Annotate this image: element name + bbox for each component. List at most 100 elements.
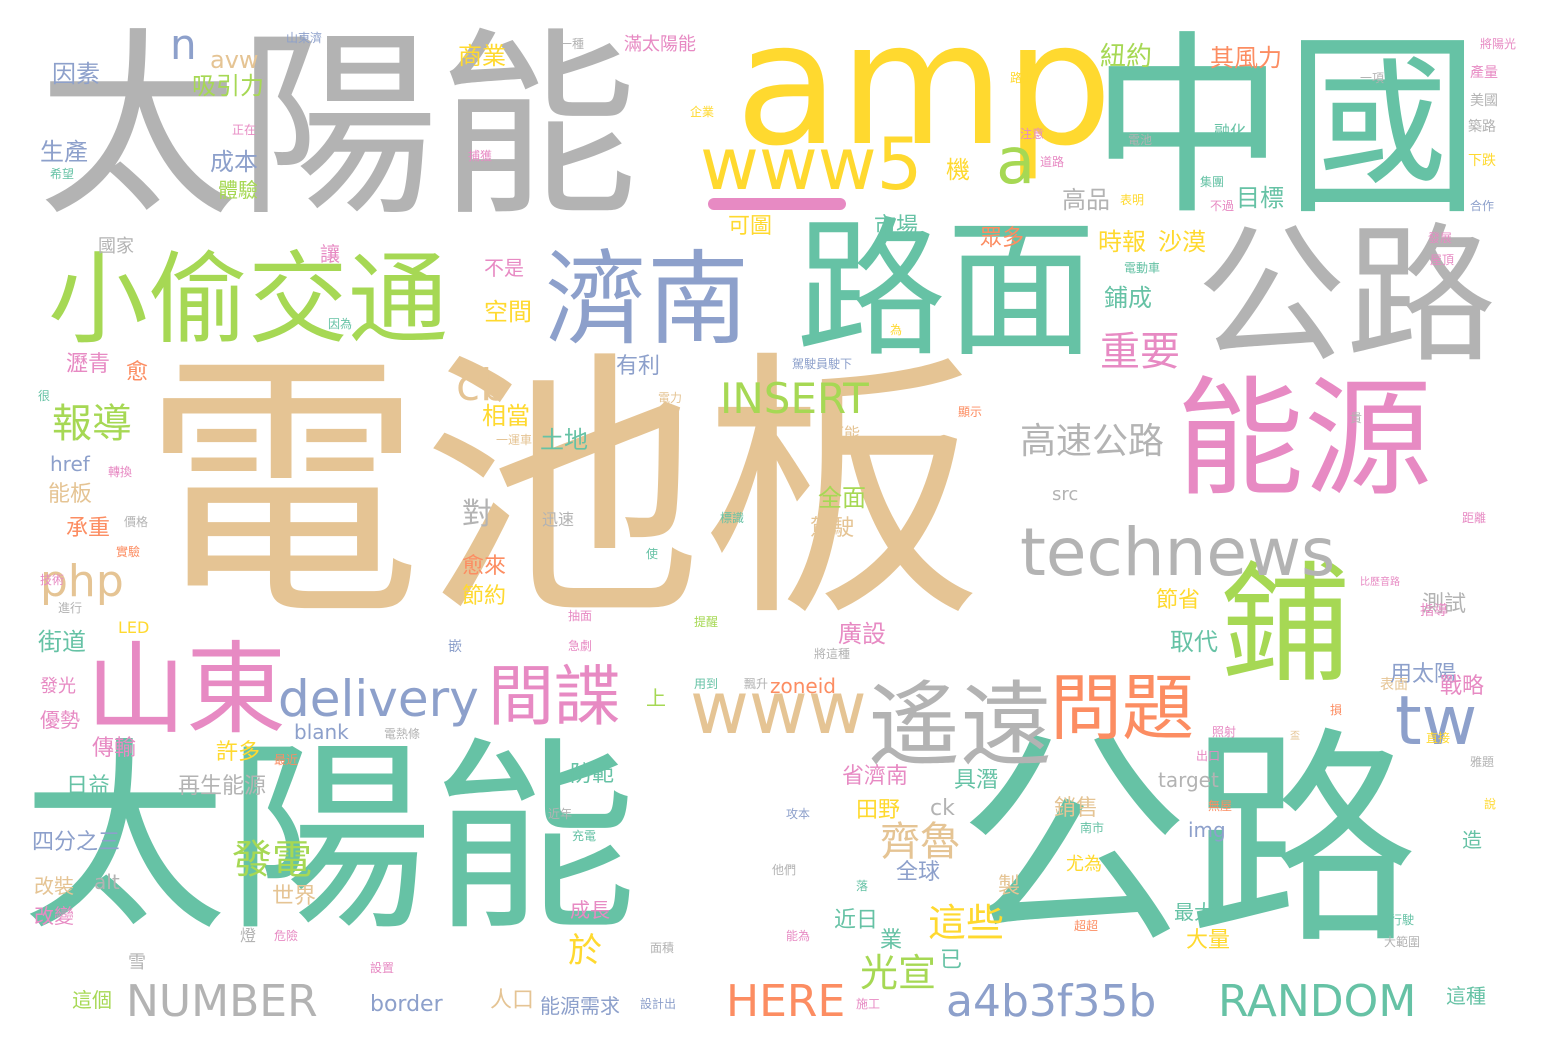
word: 機 (946, 156, 970, 184)
word: ck (930, 796, 955, 821)
word: 嵌 (448, 639, 462, 655)
word: 節省 (1156, 588, 1201, 613)
word: 技術 (40, 573, 65, 587)
word: 能為 (786, 929, 811, 943)
word: 沙漠 (1158, 228, 1206, 256)
word: avw (210, 46, 259, 74)
word: 鋪 (1220, 549, 1351, 701)
word: 體驗 (218, 178, 258, 202)
word: 國家 (98, 236, 134, 257)
word: 電池 (1128, 133, 1153, 147)
word: 正在 (232, 123, 257, 137)
word: 讓 (320, 242, 340, 266)
word: 一運車 (496, 433, 533, 447)
word: 全球 (896, 860, 941, 885)
word: 齊魯 (880, 819, 960, 865)
word: 高速公路 (1020, 421, 1165, 462)
word: 融化 (1214, 122, 1247, 141)
word: 大範圍 (1384, 935, 1421, 949)
word: 因素 (52, 60, 100, 88)
word: 問題 (1050, 666, 1195, 750)
word: 優勢 (40, 708, 80, 732)
word: 危險 (274, 929, 299, 943)
word: 下跌 (1468, 153, 1496, 169)
word: a (996, 125, 1036, 199)
word: 承重 (66, 516, 111, 541)
word: 中國 (1090, 14, 1480, 241)
word: 製 (998, 874, 1021, 899)
word: 人口 (490, 988, 535, 1013)
word: 這種 (1446, 984, 1486, 1008)
word: 有利 (616, 354, 661, 379)
word: 愈來 (462, 554, 507, 579)
word: 近日 (834, 908, 879, 933)
word: 成長 (570, 898, 610, 922)
word: php (40, 556, 124, 607)
word: 測試 (1422, 592, 1467, 617)
word: 實驗 (116, 545, 141, 559)
word: 比歷音路 (1360, 577, 1400, 588)
word: 設計出 (640, 997, 677, 1011)
word: 企業 (690, 105, 715, 119)
word: 屋頂 (1430, 253, 1455, 267)
word: 距離 (1462, 511, 1487, 525)
word: 市場 (874, 214, 919, 239)
word: 出口 (1196, 749, 1221, 763)
word: 大量 (1186, 928, 1231, 953)
word: RANDOM (1218, 976, 1417, 1027)
word: 太陽能 (38, 11, 639, 244)
word: 空間 (484, 298, 532, 326)
word: 損 (1330, 703, 1343, 717)
word: alt (94, 870, 120, 894)
word: 取代 (1170, 628, 1218, 656)
word: 表明 (1120, 193, 1145, 207)
decorative-bar (708, 198, 846, 210)
word: 許多 (216, 740, 261, 765)
word: 捕獲 (468, 149, 493, 163)
word: 貴 (1350, 411, 1363, 425)
word: 可圖 (728, 214, 773, 239)
word: 其風力 (1210, 44, 1282, 72)
word: 築路 (1468, 119, 1496, 135)
word: 日益 (66, 774, 111, 799)
word: 路上 (1010, 71, 1035, 85)
word: 全面 (818, 484, 866, 512)
word: 用太陽 (1390, 662, 1457, 687)
word: 進行 (58, 601, 83, 615)
word: 用到 (694, 677, 719, 691)
word: 駕駛 (810, 516, 855, 541)
word: 能源 (1176, 365, 1433, 514)
word: 施工 (856, 997, 881, 1011)
word: 集團 (1200, 175, 1225, 189)
word: 表面 (1380, 677, 1408, 693)
word: 吸引力 (192, 72, 264, 100)
word: 說 (1484, 797, 1497, 811)
word: 落 (856, 879, 869, 893)
word: 很 (38, 389, 51, 403)
word: 最近 (274, 753, 299, 767)
word: tw (1395, 682, 1478, 761)
word: src (1052, 484, 1079, 505)
word: 防範 (570, 762, 615, 787)
word: 再生能源 (178, 774, 267, 799)
word: 一種 (560, 37, 585, 51)
word: 最大 (1174, 900, 1214, 924)
word: border (370, 992, 443, 1017)
word: 生產 (40, 138, 88, 166)
word: 轉換 (108, 465, 133, 479)
word: 節約 (462, 584, 507, 609)
word: 太陽能 (22, 721, 637, 959)
word: 鋪成 (1104, 284, 1152, 312)
word: 電動車 (1124, 261, 1161, 275)
word: 抽面 (568, 609, 593, 623)
word: cb (456, 360, 509, 411)
word: 業 (880, 928, 903, 953)
word: 超超 (1074, 919, 1099, 933)
word: 近年 (548, 807, 573, 821)
word: 直接 (1426, 731, 1451, 745)
word: 一項 (1360, 71, 1385, 85)
word: 傳輸 (92, 736, 137, 761)
word: 街道 (38, 628, 86, 656)
word: 盃 (1290, 731, 1300, 742)
word: 駕駛員駛下 (792, 357, 853, 371)
